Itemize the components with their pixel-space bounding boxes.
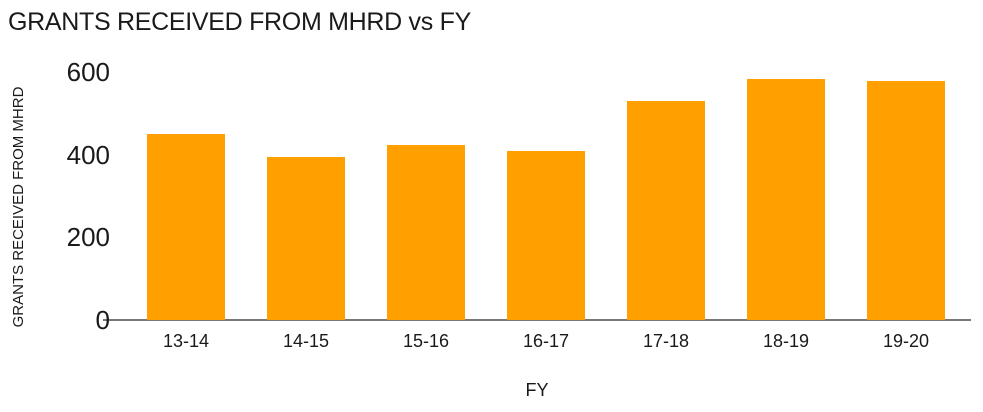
bar-18-19 (747, 79, 825, 320)
x-tick-label-15-16: 15-16 (402, 331, 450, 351)
x-tick-label-16-17: 16-17 (522, 331, 570, 351)
bar-16-17 (507, 151, 585, 320)
chart-title: GRANTS RECEIVED FROM MHRD vs FY (8, 8, 471, 36)
y-tick-label-0: 0 (95, 305, 110, 335)
x-tick-label-14-15: 14-15 (282, 331, 330, 351)
bar-14-15 (267, 157, 345, 320)
y-tick-label-400: 400 (66, 140, 110, 170)
x-axis-line (103, 319, 971, 321)
bar-19-20 (867, 81, 945, 320)
x-tick-label-19-20: 19-20 (882, 331, 930, 351)
x-tick-label-18-19: 18-19 (762, 331, 810, 351)
y-axis-title: GRANTS RECEIVED FROM MHRD (10, 86, 27, 328)
x-tick-label-17-18: 17-18 (642, 331, 690, 351)
bar-13-14 (147, 134, 225, 320)
x-axis-title: FY (525, 380, 549, 400)
bar-17-18 (627, 101, 705, 320)
y-tick-label-200: 200 (66, 222, 110, 252)
x-tick-label-13-14: 13-14 (162, 331, 210, 351)
y-tick-label-600: 600 (66, 57, 110, 87)
bar-15-16 (387, 145, 465, 320)
